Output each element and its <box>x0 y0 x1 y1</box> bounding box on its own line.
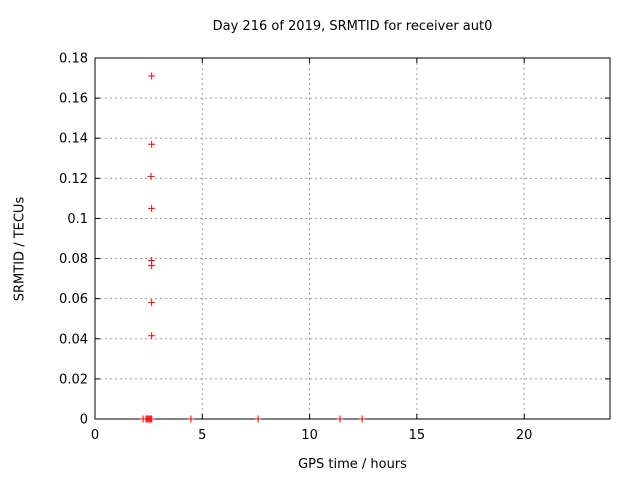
y-tick-label: 0.08 <box>59 252 88 267</box>
data-point-marker <box>254 415 262 423</box>
data-point-marker <box>148 204 156 212</box>
data-point-marker <box>148 72 156 80</box>
x-axis-label: GPS time / hours <box>298 457 407 472</box>
data-point-marker <box>148 140 156 148</box>
data-point-marker <box>148 415 156 423</box>
data-point-marker <box>147 172 155 180</box>
x-tick-label: 5 <box>198 428 206 443</box>
y-tick-label: 0.04 <box>59 332 88 347</box>
y-tick-label: 0.12 <box>59 172 88 187</box>
y-tick-label: 0 <box>80 413 88 428</box>
y-tick-label: 0.06 <box>59 292 88 307</box>
data-point-marker <box>148 299 156 307</box>
x-tick-label: 15 <box>409 428 426 443</box>
y-tick-label: 0.1 <box>67 212 88 227</box>
y-tick-label: 0.18 <box>59 52 88 67</box>
data-point-marker <box>148 262 156 270</box>
data-point-marker <box>148 332 156 340</box>
x-tick-label: 20 <box>516 428 533 443</box>
data-point-marker <box>358 415 366 423</box>
chart-title: Day 216 of 2019, SRMTID for receiver aut… <box>212 19 493 34</box>
data-point-marker <box>336 415 344 423</box>
y-tick-label: 0.16 <box>59 92 88 107</box>
y-tick-label: 0.14 <box>59 132 88 147</box>
y-tick-label: 0.02 <box>59 372 88 387</box>
plot-border <box>94 57 611 420</box>
x-tick-label: 0 <box>91 428 99 443</box>
data-point-marker <box>187 415 195 423</box>
x-tick-label: 10 <box>301 428 318 443</box>
